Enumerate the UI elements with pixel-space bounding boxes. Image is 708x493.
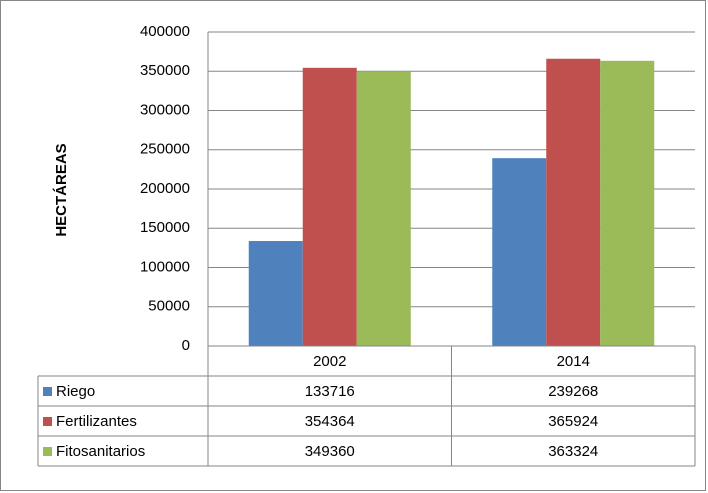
bar	[492, 158, 547, 346]
table-value: 354364	[305, 413, 355, 430]
x-tick-label: 2014	[557, 353, 590, 370]
y-tick-label: 400000	[140, 23, 190, 40]
legend-label: Riego	[56, 383, 95, 400]
x-tick-label: 2002	[313, 353, 346, 370]
y-tick-label: 350000	[140, 62, 190, 79]
y-tick-label: 150000	[140, 219, 190, 236]
bar	[546, 58, 601, 346]
y-tick-label: 250000	[140, 141, 190, 158]
y-tick-label: 0	[182, 337, 190, 354]
bar	[248, 241, 303, 346]
legend-label: Fertilizantes	[56, 413, 137, 430]
table-value: 133716	[305, 383, 355, 400]
legend-key	[43, 417, 52, 426]
legend-key	[43, 447, 52, 456]
y-tick-label: 300000	[140, 101, 190, 118]
y-tick-label: 200000	[140, 180, 190, 197]
y-axis-label: HECTÁREAS	[53, 143, 70, 236]
y-tick-label: 100000	[140, 258, 190, 275]
bar	[356, 71, 411, 346]
bar	[302, 67, 357, 347]
legend-key	[43, 387, 52, 396]
table-value: 365924	[548, 413, 598, 430]
bar	[600, 60, 655, 347]
legend-label: Fitosanitarios	[56, 443, 145, 460]
table-value: 349360	[305, 443, 355, 460]
y-tick-label: 50000	[148, 298, 190, 315]
table-value: 239268	[548, 383, 598, 400]
table-value: 363324	[548, 443, 598, 460]
